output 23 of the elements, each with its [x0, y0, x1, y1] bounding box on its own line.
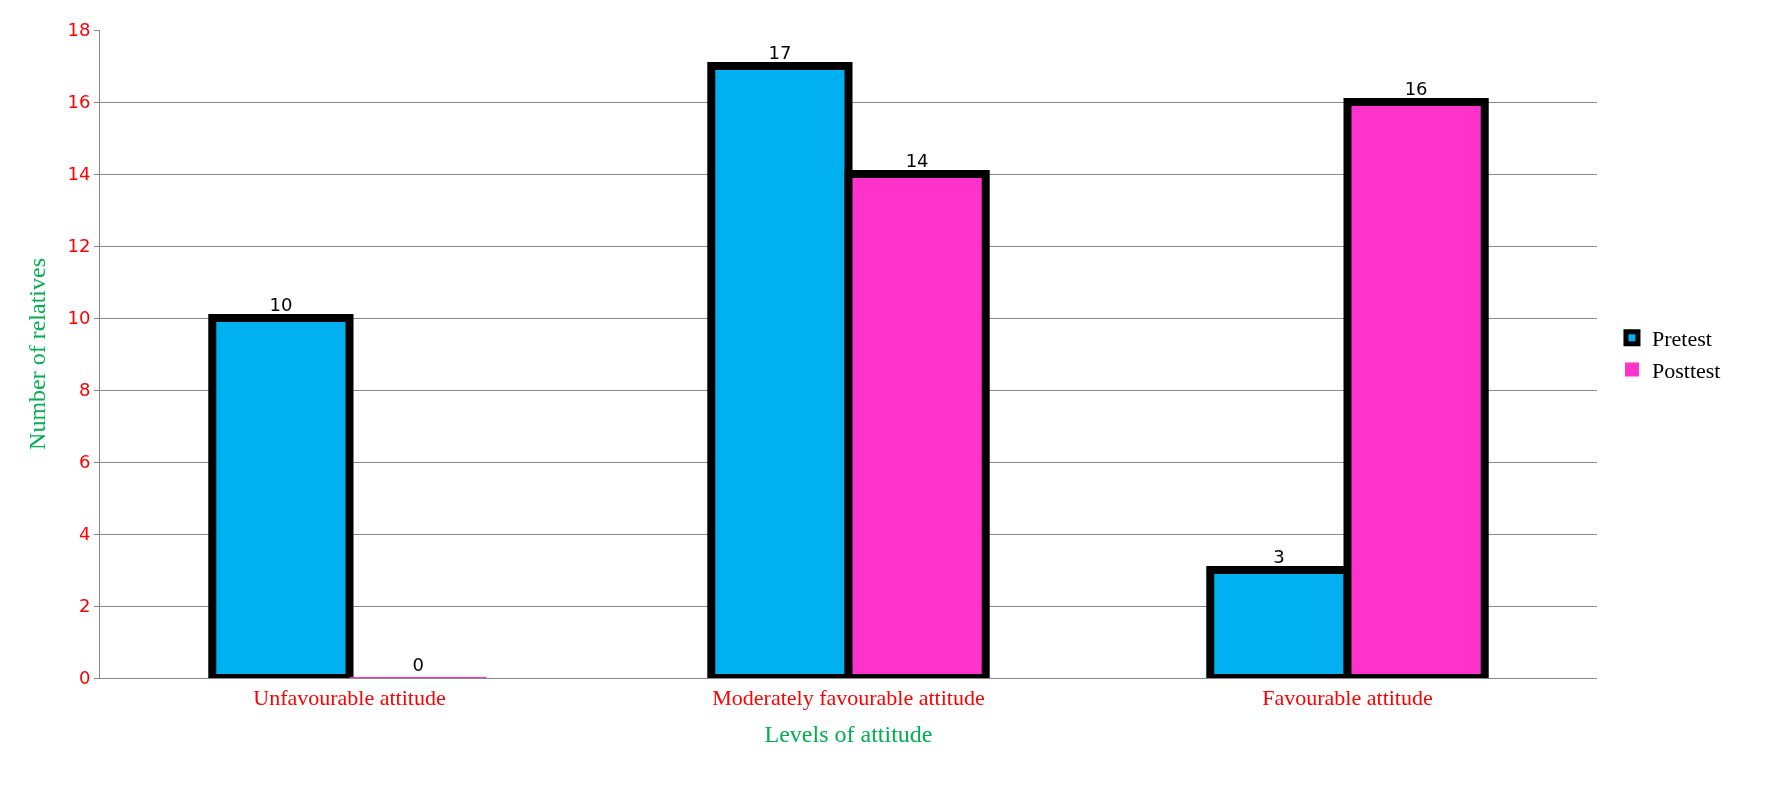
y-tick-label: 6 [78, 451, 91, 473]
data-label: 14 [905, 150, 929, 171]
y-tick-label: 12 [67, 235, 91, 257]
y-tick-label: 4 [78, 523, 91, 545]
data-label: 17 [768, 42, 792, 63]
x-axis-title: Levels of attitude [764, 720, 933, 747]
y-tick-label: 2 [78, 595, 91, 617]
data-label: 0 [412, 654, 424, 675]
data-label: 3 [1273, 546, 1285, 567]
y-tick-label: 18 [67, 19, 91, 41]
x-tick-label: Favourable attitude [1262, 685, 1433, 711]
y-tick-label: 14 [67, 163, 91, 185]
x-tick-label: Unfavourable attitude [253, 685, 446, 711]
data-label: 10 [269, 294, 293, 315]
data-label: 16 [1404, 78, 1428, 99]
y-tick-label: 8 [78, 379, 91, 401]
y-tick-label: 10 [67, 307, 91, 329]
legend-label: Posttest [1651, 357, 1721, 383]
y-tick-label: 16 [67, 91, 91, 113]
y-axis-title: Number of relatives [23, 258, 50, 450]
y-tick-label: 0 [78, 667, 91, 689]
legend-label: Pretest [1651, 326, 1712, 352]
x-tick-label: Moderately favourable attitude [712, 685, 985, 711]
